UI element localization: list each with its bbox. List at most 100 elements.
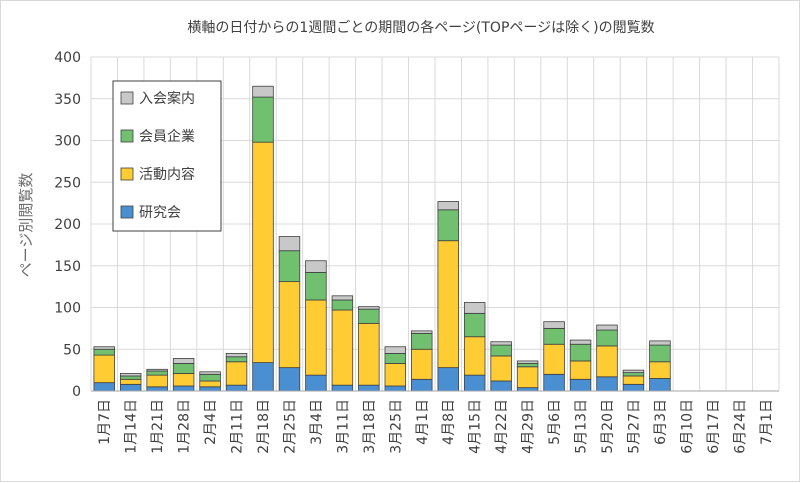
bar-segment <box>437 209 459 242</box>
x-tick-label: 5月27日 <box>626 399 642 454</box>
bar-segment <box>358 306 380 310</box>
x-tick-label: 3月4日 <box>309 399 325 445</box>
bar-segment <box>596 324 618 331</box>
bar-segment <box>331 299 354 311</box>
chart-title: 横軸の日付からの1週間ごとの期間の各ページ(TOPページは除く)の閲覧数 <box>187 19 654 36</box>
y-tick-labels: 0 50 100 150 200 250 300 350 400 <box>54 50 81 400</box>
bar-segment <box>93 382 115 392</box>
x-tick-label: 5月20日 <box>600 399 616 454</box>
x-tick-label: 7月1日 <box>759 399 775 445</box>
x-tick-labels: 1月7日 1月14日 1月21日 1月28日 2月4日 2月11日 2月18日 2月25日 3月… <box>97 399 775 454</box>
bar-segment <box>252 141 274 364</box>
bar-segment <box>516 387 539 392</box>
bar-segment <box>596 376 618 392</box>
bar-segment <box>649 378 671 392</box>
bar-segment <box>490 344 512 357</box>
bar-segment <box>543 321 565 329</box>
y-axis-title: ページ別閲覧数 <box>17 173 35 278</box>
bar-segment <box>331 384 354 392</box>
x-tick-label: 5月13日 <box>574 399 590 454</box>
x-tick-label: 2月11日 <box>230 399 246 454</box>
legend-swatch <box>120 129 134 143</box>
bar-segment <box>93 354 115 384</box>
bar-segment <box>543 373 565 392</box>
bar-segment <box>543 343 565 375</box>
x-tick-label: 4月1日 <box>415 399 431 445</box>
bar-stacks <box>93 85 671 392</box>
bar-segment <box>146 370 168 376</box>
bar-segment <box>516 366 539 389</box>
bar-segment <box>490 341 512 346</box>
y-tick-label: 350 <box>54 92 81 108</box>
bar-segment <box>437 367 459 392</box>
legend-swatch <box>120 205 134 219</box>
bar-segment <box>225 384 248 392</box>
bar-segment <box>305 374 327 392</box>
bar-segment <box>199 371 221 375</box>
bar-segment <box>119 378 142 385</box>
bar-segment <box>358 322 380 386</box>
bar-segment <box>622 369 645 374</box>
bar-segment <box>93 348 115 356</box>
bar-segment <box>331 295 354 301</box>
bar-segment <box>463 302 486 314</box>
legend-swatch <box>120 167 134 181</box>
bar-segment <box>146 374 168 388</box>
x-tick-label: 3月25日 <box>388 399 404 454</box>
x-tick-label: 1月21日 <box>150 399 166 454</box>
bar-segment <box>622 372 645 377</box>
legend-label: 入会案内 <box>139 90 195 107</box>
bar-segment <box>172 358 195 364</box>
x-tick-label: 4月15日 <box>468 399 484 454</box>
bar-segment <box>516 363 539 368</box>
x-tick-label: 3月18日 <box>362 399 378 454</box>
x-tick-label: 4月22日 <box>494 399 510 454</box>
bar-segment <box>225 361 248 386</box>
bar-segment <box>278 281 301 369</box>
bar-segment <box>649 344 671 363</box>
bar-segment <box>384 363 407 387</box>
bar-segment <box>622 375 645 385</box>
bar-segment <box>411 348 433 380</box>
bar-segment <box>225 356 248 363</box>
x-tick-label: 2月25日 <box>282 399 298 454</box>
x-tick-label: 5月6日 <box>547 399 563 445</box>
y-tick-label: 0 <box>72 384 81 400</box>
bar-segment <box>569 343 592 362</box>
bar-segment <box>93 346 115 350</box>
legend-label: 会員企業 <box>139 128 195 145</box>
bar-segment <box>199 386 221 392</box>
bar-segment <box>172 363 195 374</box>
y-tick-label: 50 <box>63 342 81 358</box>
bar-segment <box>384 353 407 364</box>
bar-segment <box>278 236 301 252</box>
bar-segment <box>199 373 221 382</box>
bar-segment <box>463 374 486 392</box>
bar-segment <box>622 383 645 392</box>
x-tick-label: 6月3日 <box>653 399 669 445</box>
bar-segment <box>305 299 327 376</box>
x-tick-label: 4月29日 <box>521 399 537 454</box>
bar-segment <box>463 336 486 376</box>
bar-segment <box>384 385 407 392</box>
x-tick-label: 6月24日 <box>732 399 748 454</box>
x-tick-label: 1月7日 <box>97 399 113 445</box>
bar-segment <box>358 308 380 324</box>
x-tick-label: 4月8日 <box>441 399 457 445</box>
bar-segment <box>305 272 327 301</box>
bar-segment <box>278 367 301 392</box>
bar-segment <box>569 339 592 345</box>
bar-segment <box>146 386 168 392</box>
bar-segment <box>252 96 274 143</box>
bar-segment <box>569 378 592 392</box>
bar-segment <box>305 260 327 273</box>
y-tick-label: 150 <box>54 259 81 275</box>
bar-segment <box>411 330 433 334</box>
bar-segment <box>119 375 142 380</box>
x-tick-label: 2月4日 <box>203 399 219 445</box>
bar-segment <box>437 201 459 211</box>
x-tick-label: 6月17日 <box>706 399 722 454</box>
